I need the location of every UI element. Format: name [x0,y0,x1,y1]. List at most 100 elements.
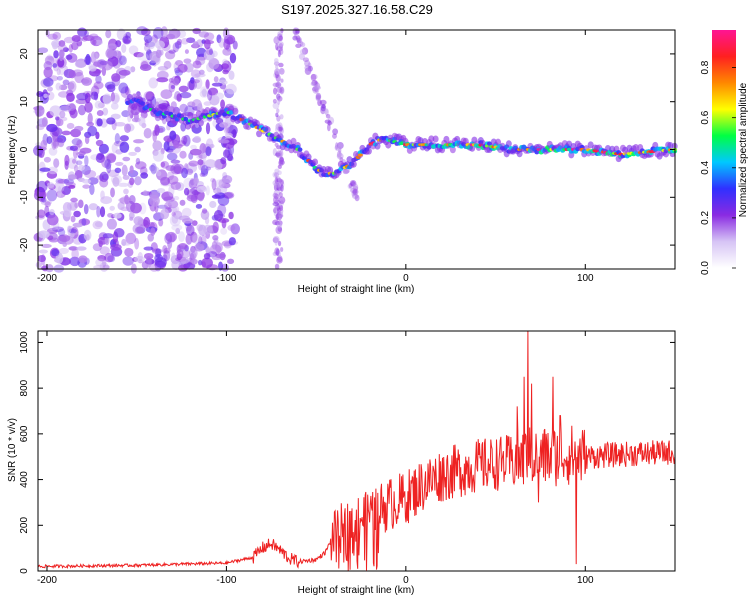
spectrogram-cell [51,139,57,150]
spectrogram-cell [197,259,203,266]
spectrogram-cell [279,67,284,73]
spectrogram-cell [272,101,280,110]
spectrogram-cell [205,122,211,135]
spectrogram-cell [43,156,51,163]
spectrogram-cell [111,73,121,82]
spectrogram-cell [276,108,280,114]
spectrogram-cell [95,258,105,267]
spectrogram-cell [150,163,157,175]
spectrogram-cell [193,177,198,186]
spectrogram-cell [95,139,104,147]
spectrogram-cell [139,64,152,72]
spectrogram-cell [107,38,118,51]
spectrogram-cell [98,143,109,154]
spectrogram-cell [156,70,169,80]
spectrogram-cell [94,39,103,45]
spectrogram-cell [342,168,350,175]
spectrogram-cell [336,150,342,158]
spectrogram-cell [76,92,89,101]
spectrogram-cell [57,178,70,184]
spectrogram-cell [350,160,357,168]
spectrogram-cell [222,171,228,179]
spectrogram-cell [150,227,156,237]
spectrogram-cell [227,138,238,145]
spectrogram-cell [173,195,180,201]
spectrogram-cell [110,174,122,185]
snr-y-label: SNR (10 * v/v) [7,418,18,482]
spectrogram-cell [68,174,77,180]
spectrogram-cell [223,191,235,199]
spectrogram-cell [211,82,223,87]
spectrogram-cell [179,103,188,113]
spectrogram-cell [61,185,71,196]
spectrogram-cell [178,231,185,243]
spectrogram-cell [214,92,225,100]
spectrogram-cell [89,183,95,196]
spectrogram-cell [134,255,146,263]
colorbar-ticks: 0.0 0.2 0.4 0.6 0.8 [700,60,736,275]
spectrogram-cell [70,215,76,223]
spectrogram-cell [279,205,284,211]
snr-series-line [37,330,676,571]
spectrogram-cell [143,34,153,44]
spectrogram-cell [170,181,182,190]
spectrogram-cell [178,85,189,93]
spectrogram-cell [220,157,227,165]
spectrogram-cell [154,40,166,49]
spectrogram-cell [200,165,209,176]
colorbar-tick-label: 0.8 [700,60,711,74]
spectrogram-cell [136,91,141,97]
spectrogram-cell [69,231,75,238]
spectrogram-cell [277,133,284,141]
spectrogram-cell [155,49,162,59]
spectrogram-cell [143,246,154,251]
spectrogram-cell [290,137,297,145]
spectrogram-cell [71,34,81,43]
spectrogram-cell [189,121,196,129]
spectrogram-cell [153,26,164,39]
spectrogram-cell [205,166,212,171]
spectrogram-cell [135,161,147,170]
spectrogram-cell [183,187,190,196]
spectrogram-cell [67,82,75,90]
spectrogram-cell [205,146,212,157]
spectrogram-cell [115,40,122,48]
spectrogram-cell [352,188,359,196]
spectrogram-cell [113,212,122,219]
spectrogram-cell [279,179,285,186]
spectrogram-cell [134,237,140,250]
spectrogram-cell [119,141,130,153]
spectrogram-cell [183,177,194,189]
spectrogram-cell [66,122,75,130]
spectrogram-cell [374,142,381,150]
spectrogram-cell [114,122,126,127]
spectrogram-cell [105,48,115,59]
spectrogram-cell [53,50,59,59]
spectrogram-cell [148,77,158,89]
spectrogram-cell [272,82,280,88]
spectrogram-cell [190,69,201,79]
spectrogram-cell [49,105,62,117]
spectrogram-y-tick-label: 10 [19,96,30,108]
spectrogram-cell [181,167,188,179]
spectrogram-cell [165,231,177,243]
spectrogram-cell [54,116,60,121]
spectrogram-cell [52,31,62,41]
spectrogram-cell [310,73,317,82]
spectrogram-cell [273,181,280,189]
spectrogram-cell [128,151,137,156]
spectrogram-cell [143,127,152,139]
snr-x-tick-label: -100 [216,575,236,586]
spectrogram-cell [133,216,144,226]
spectrogram-cell [164,233,173,244]
spectrogram-cell [222,192,234,199]
spectrogram-cell [273,172,279,178]
spectrogram-cell [46,189,58,202]
spectrogram-cell [275,248,280,256]
spectrogram-cell [157,204,168,209]
colorbar-tick-label: 0.6 [700,110,711,124]
spectrogram-cell [55,82,62,91]
spectrogram-cell [280,247,284,252]
spectrogram-cell [211,255,222,261]
spectrogram-cell [186,224,195,236]
